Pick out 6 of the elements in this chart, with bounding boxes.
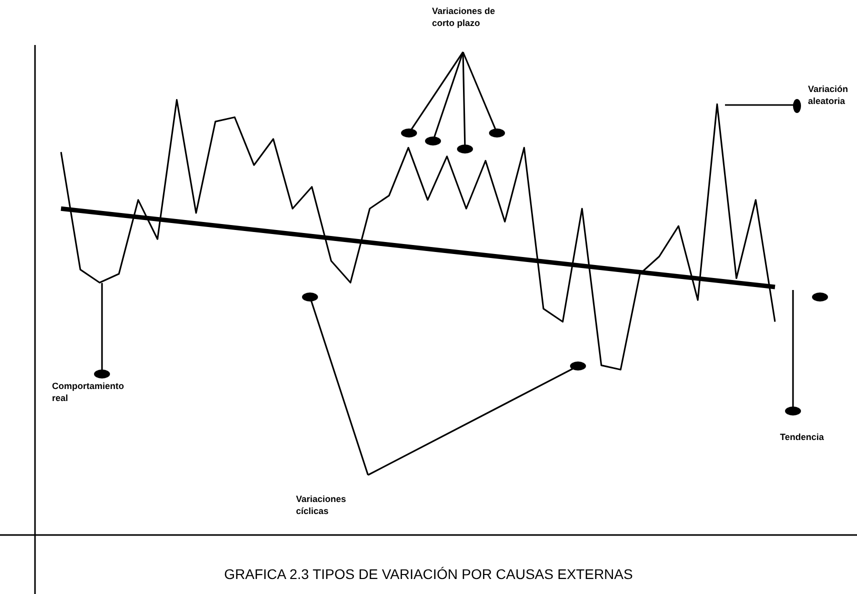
text: Variaciones de corto plazo	[432, 5, 496, 29]
text: GRAFICA 2.3 TIPOS DE VARIACIÓN POR CAUSAS EXTERNAS	[223, 566, 634, 582]
annotation: Comportamiento real	[52, 380, 124, 404]
annotation: Tendencia	[780, 431, 825, 443]
annotation: Variaciones cíclicas	[296, 493, 348, 517]
text: Variación aleatoria	[808, 83, 850, 107]
